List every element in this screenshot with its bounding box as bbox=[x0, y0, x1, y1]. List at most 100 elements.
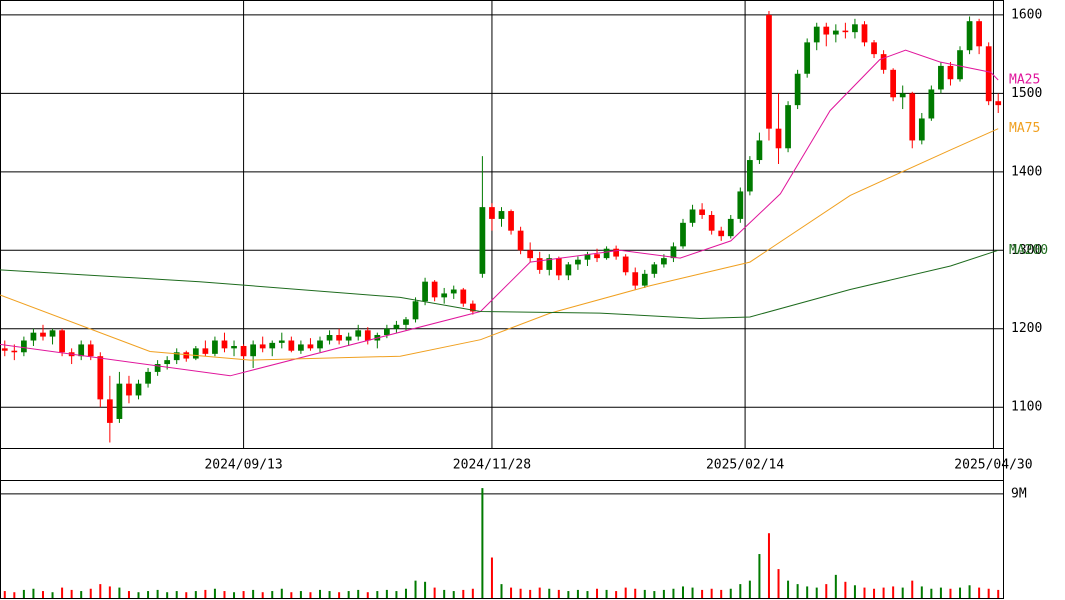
volume-bar bbox=[634, 588, 637, 598]
volume-bar bbox=[433, 587, 436, 598]
candle-body bbox=[641, 273, 648, 286]
ma-line bbox=[0, 249, 999, 320]
volume-bar bbox=[729, 588, 732, 598]
candle-body bbox=[336, 335, 342, 341]
volume-bar bbox=[271, 591, 274, 598]
volume-bar bbox=[414, 580, 417, 598]
candle-body bbox=[871, 42, 877, 55]
candle-body bbox=[508, 211, 514, 231]
candle-body bbox=[584, 254, 591, 260]
candle-body bbox=[517, 230, 524, 251]
volume-bar bbox=[681, 586, 684, 598]
candle-body bbox=[527, 250, 534, 259]
candle-body bbox=[995, 101, 1002, 106]
volume-bar bbox=[586, 591, 589, 598]
candle-body bbox=[651, 264, 658, 274]
candle-body bbox=[785, 105, 791, 149]
candle-body bbox=[11, 350, 18, 353]
volume-bar bbox=[796, 584, 799, 598]
candle-body bbox=[565, 264, 572, 276]
candle-body bbox=[40, 332, 46, 337]
candle-body bbox=[832, 30, 839, 35]
candle-body bbox=[479, 207, 486, 274]
ma-line bbox=[0, 49, 999, 377]
candle-body bbox=[231, 346, 237, 349]
candle-body bbox=[852, 24, 858, 33]
volume-bar bbox=[901, 587, 904, 598]
volume-bar bbox=[720, 589, 723, 598]
volume-bar bbox=[395, 591, 398, 598]
volume-bar bbox=[873, 588, 876, 598]
candle-body bbox=[422, 281, 428, 302]
volume-bar bbox=[61, 587, 64, 598]
volume-bar bbox=[252, 589, 255, 598]
volume-bar bbox=[567, 591, 570, 598]
volume-bar bbox=[930, 588, 933, 598]
candle-body bbox=[880, 54, 887, 70]
candle-body bbox=[957, 50, 963, 80]
volume-bar bbox=[758, 554, 761, 598]
volume-bar bbox=[147, 591, 150, 598]
volume-bar bbox=[118, 587, 121, 598]
volume-bar bbox=[968, 585, 971, 598]
volume-bar bbox=[290, 592, 293, 598]
candle-body bbox=[212, 340, 218, 354]
volume-bar bbox=[175, 591, 178, 598]
volume-bar bbox=[882, 587, 885, 598]
volume-bar bbox=[185, 592, 188, 598]
volume-bar bbox=[767, 533, 770, 598]
volume-bar bbox=[643, 589, 646, 598]
volume-bar bbox=[538, 587, 541, 598]
y-tick-label: 1500 bbox=[1011, 86, 1042, 101]
volume-bar bbox=[987, 588, 990, 598]
volume-bar bbox=[347, 591, 350, 598]
volume-bar bbox=[548, 588, 551, 598]
candle-body bbox=[909, 93, 916, 141]
volume-bar bbox=[939, 587, 942, 598]
volume-bar bbox=[748, 580, 751, 598]
y-tick-label: 1200 bbox=[1011, 321, 1042, 336]
candle-body bbox=[240, 346, 247, 357]
volume-bar bbox=[825, 584, 828, 598]
volume-bar bbox=[653, 591, 656, 598]
volume-bar bbox=[739, 584, 742, 598]
candle-body bbox=[622, 256, 629, 273]
volume-bar bbox=[662, 589, 665, 598]
candle-body bbox=[823, 26, 830, 35]
volume-bar bbox=[22, 589, 25, 598]
candle-body bbox=[87, 344, 94, 357]
volume-bar bbox=[385, 589, 388, 598]
volume-bar bbox=[376, 591, 379, 598]
candle-body bbox=[775, 128, 782, 149]
candle-body bbox=[536, 258, 543, 270]
volume-bar bbox=[615, 591, 618, 598]
volume-bar bbox=[156, 589, 159, 598]
volume-bar bbox=[13, 592, 16, 598]
volume-bar bbox=[701, 589, 704, 598]
candle-body bbox=[278, 340, 285, 343]
volume-bar bbox=[481, 488, 484, 598]
candle-body bbox=[460, 289, 467, 304]
candle-body bbox=[861, 24, 868, 43]
candle-body bbox=[431, 281, 438, 298]
volume-bar bbox=[280, 588, 283, 598]
volume-bar bbox=[3, 591, 6, 598]
volume-bar bbox=[557, 589, 560, 598]
y-tick-label: 1300 bbox=[1011, 243, 1042, 258]
candle-body bbox=[298, 344, 304, 351]
volume-bar bbox=[443, 589, 446, 598]
x-tick-label: 2025/04/30 bbox=[954, 458, 1032, 473]
candle-body bbox=[947, 65, 954, 80]
ma-line bbox=[0, 128, 999, 361]
volume-bar bbox=[213, 588, 216, 598]
volume-bar bbox=[844, 581, 847, 598]
volume-bar bbox=[490, 557, 493, 598]
candle-body bbox=[345, 336, 352, 341]
x-tick-label: 2025/02/14 bbox=[706, 458, 784, 473]
candle-body bbox=[393, 324, 400, 329]
volume-bar bbox=[624, 587, 627, 598]
volume-bar bbox=[299, 591, 302, 598]
volume-bar bbox=[978, 587, 981, 598]
volume-bar bbox=[127, 591, 130, 598]
volume-bar bbox=[204, 589, 207, 598]
